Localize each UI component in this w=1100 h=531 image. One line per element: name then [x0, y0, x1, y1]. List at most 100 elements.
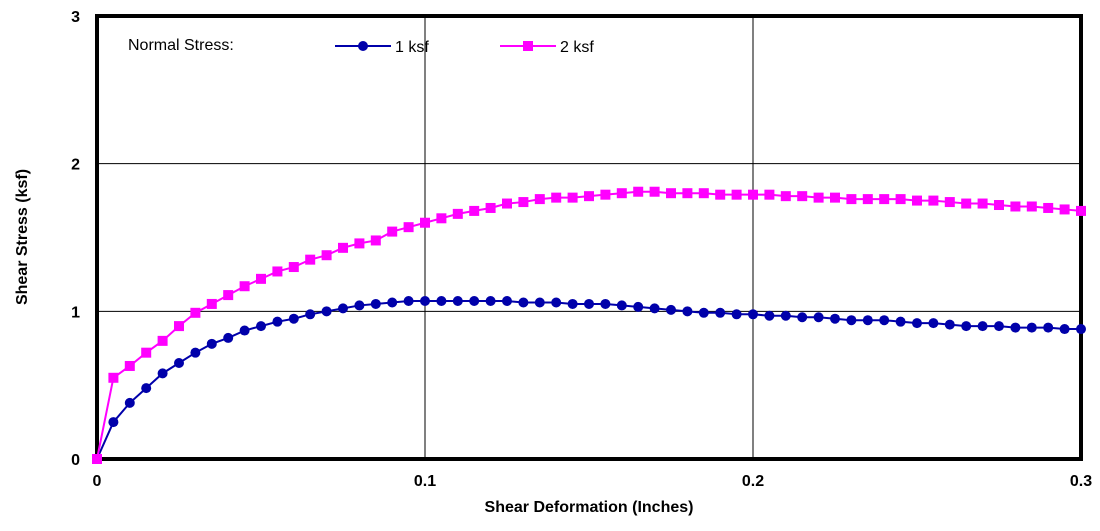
data-point — [977, 321, 988, 332]
data-point — [1010, 322, 1021, 333]
data-point — [124, 397, 135, 408]
data-point — [321, 250, 332, 261]
x-tick-label: 0 — [93, 473, 102, 490]
data-point — [370, 298, 381, 309]
data-point — [961, 321, 972, 332]
legend-background — [118, 30, 330, 70]
plot-area-border — [95, 14, 1083, 461]
data-point — [616, 300, 627, 311]
data-point — [928, 195, 939, 206]
data-point — [567, 298, 578, 309]
data-point — [387, 297, 398, 308]
data-point — [830, 313, 840, 324]
data-point — [797, 312, 808, 323]
data-point — [452, 295, 463, 306]
data-point — [682, 306, 693, 317]
data-point — [1026, 322, 1037, 333]
data-point — [928, 318, 939, 329]
data-point — [731, 309, 742, 320]
data-point — [502, 198, 512, 209]
series-2 — [92, 186, 1086, 464]
data-point — [174, 358, 184, 369]
series-layer — [92, 186, 1086, 464]
data-point — [551, 192, 562, 203]
data-point — [944, 319, 955, 330]
x-tick-label: 0.3 — [1070, 473, 1092, 490]
data-point — [616, 188, 627, 199]
data-point — [1059, 324, 1070, 335]
data-point — [157, 368, 168, 379]
y-axis-title: Shear Stress (ksf) — [14, 169, 31, 305]
data-point — [206, 298, 217, 309]
data-point — [469, 295, 480, 306]
data-point — [666, 304, 676, 315]
data-point — [846, 194, 857, 205]
x-tick-label: 0.2 — [742, 473, 764, 490]
data-point — [157, 335, 168, 346]
data-point — [780, 310, 791, 321]
data-point — [124, 360, 135, 371]
data-point — [600, 298, 611, 309]
y-axis-tick-labels: 0 1 2 3 — [71, 9, 80, 469]
data-point — [206, 338, 217, 349]
legend-label: 1 ksf — [395, 39, 429, 56]
data-point — [1059, 204, 1070, 215]
data-point — [567, 192, 578, 203]
data-point — [305, 254, 316, 265]
data-point — [1043, 202, 1054, 213]
data-point — [649, 303, 660, 314]
data-point — [108, 417, 119, 428]
data-point — [272, 266, 283, 277]
data-point — [321, 306, 332, 317]
data-point — [961, 198, 972, 209]
data-point — [994, 321, 1004, 332]
data-point — [338, 242, 348, 253]
data-point — [239, 325, 250, 336]
data-point — [879, 315, 890, 326]
data-point — [420, 217, 430, 228]
data-point — [912, 195, 922, 206]
data-point — [239, 281, 250, 292]
data-point — [994, 200, 1004, 211]
data-point — [895, 316, 906, 327]
data-point — [518, 297, 529, 308]
data-point — [830, 192, 840, 203]
legend-label: 2 ksf — [560, 39, 594, 56]
data-point — [370, 235, 381, 246]
gridlines — [97, 16, 1081, 459]
data-point — [584, 191, 594, 202]
legend-entry-2: 2 ksf — [500, 39, 594, 56]
data-point — [797, 191, 808, 202]
data-point — [895, 194, 906, 205]
data-point — [403, 222, 414, 233]
data-point — [1010, 201, 1021, 212]
y-tick-label: 3 — [71, 9, 80, 26]
data-point — [666, 188, 676, 199]
data-point — [354, 300, 365, 311]
data-point — [452, 208, 463, 219]
data-point — [256, 321, 266, 332]
x-axis-tick-labels: 0 0.1 0.2 0.3 — [93, 473, 1093, 490]
x-tick-label: 0.1 — [414, 473, 436, 490]
legend-marker — [523, 41, 533, 51]
data-point — [715, 189, 726, 200]
data-point — [108, 372, 119, 383]
data-point — [862, 315, 873, 326]
data-point — [436, 213, 447, 224]
data-point — [1026, 201, 1037, 212]
data-point — [338, 303, 348, 314]
data-point — [715, 307, 726, 318]
data-point — [354, 238, 365, 249]
data-point — [1043, 322, 1054, 333]
legend: Normal Stress: 1 ksf 2 ksf — [118, 30, 616, 70]
data-point — [534, 297, 545, 308]
legend-marker — [358, 41, 368, 51]
data-point — [698, 188, 709, 199]
data-point — [436, 295, 447, 306]
data-point — [633, 186, 644, 197]
data-point — [141, 347, 152, 358]
data-point — [633, 301, 644, 312]
data-point — [879, 194, 890, 205]
